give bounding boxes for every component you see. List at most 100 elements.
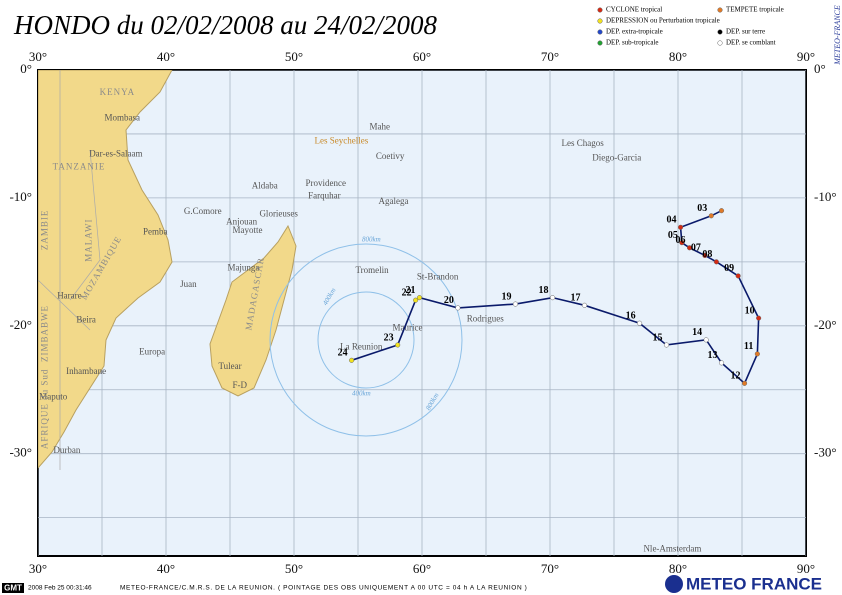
track-point: [455, 305, 461, 311]
track-point: [742, 380, 748, 386]
lat-tick-label: -30°: [814, 445, 837, 460]
day-label: 16: [626, 311, 636, 322]
day-label: 13: [708, 350, 718, 361]
country-label: ZIMBABWE: [40, 305, 50, 362]
place-label: Harare: [57, 290, 81, 300]
lon-tick-label: 40°: [157, 561, 175, 576]
track-point: [708, 213, 714, 219]
track-point: [713, 259, 719, 265]
lat-tick-label: 0°: [814, 61, 826, 76]
brand-logo: [665, 575, 683, 593]
place-label: Providence: [306, 178, 347, 188]
place-label: Les Chagos: [562, 138, 605, 148]
source: METEO-FRANCE/C.M.R.S. DE LA REUNION. ( P…: [120, 585, 527, 592]
legend-swatch: [597, 29, 603, 35]
borders: [38, 70, 101, 470]
madagascar: [209, 224, 297, 397]
place-label: Pemba: [143, 226, 168, 236]
lon-tick-label: 50°: [285, 49, 303, 64]
gmt-logo-box: [2, 583, 24, 593]
day-label: 22: [402, 288, 412, 299]
day-label: 07: [691, 243, 701, 254]
track-point: [512, 301, 518, 307]
circle-800km: [269, 243, 463, 437]
place-label: St-Brandon: [417, 271, 459, 281]
day-label: 10: [745, 305, 755, 316]
land: [38, 70, 297, 470]
place-label: Mahe: [370, 122, 391, 132]
legend-label: TEMPETE tropicale: [726, 6, 784, 14]
place-label: Agalega: [378, 196, 408, 206]
place-label: Tromelin: [355, 265, 389, 275]
place-label: Mombasa: [105, 113, 141, 123]
place-label: Beira: [76, 315, 96, 325]
legend-label: DEP. se comblant: [726, 39, 776, 47]
day-label: 12: [731, 371, 741, 382]
lat-tick-label: -30°: [9, 445, 32, 460]
brand: METEO FRANCE: [686, 574, 822, 593]
circle-400km: [317, 291, 415, 389]
place-label: Tulear: [218, 361, 241, 371]
place-label: Anjouan: [226, 216, 257, 226]
track-point: [395, 342, 401, 348]
day-label: 09: [724, 263, 734, 274]
lon-tick-label: 30°: [29, 561, 47, 576]
legend: CYCLONE tropical TEMPETE tropicale DEPRESS…: [597, 6, 784, 47]
country-label: TANZANIE: [53, 161, 106, 171]
lon-tick-label: 70°: [541, 49, 559, 64]
track-point: [703, 337, 709, 343]
day-label: 06: [676, 235, 686, 246]
place-label: Glorieuses: [259, 209, 298, 219]
lat-tick-label: -10°: [9, 189, 32, 204]
lon-tick-label: 60°: [413, 561, 431, 576]
place-label: Nle-Amsterdam: [643, 544, 701, 554]
lon-tick-label: 70°: [541, 561, 559, 576]
country-label: ZAMBIE: [40, 210, 50, 251]
circle-label: 800km: [362, 236, 381, 244]
day-label: 04: [667, 215, 677, 226]
place-label: G.Comore: [184, 206, 222, 216]
range-circles: [269, 243, 463, 437]
place-label: Farquhar: [308, 191, 341, 201]
track-point: [413, 297, 419, 303]
place-label: F-D: [233, 380, 248, 390]
day-label: 24: [338, 348, 348, 359]
credit: METEO-FRANCE: [833, 5, 842, 66]
day-label: 18: [539, 285, 549, 296]
lon-tick-label: 40°: [157, 49, 175, 64]
legend-swatch: [597, 40, 603, 46]
day-label: 17: [571, 293, 581, 304]
legend-label: DEPRESSION ou Perturbation tropicale: [606, 17, 720, 25]
place-label: Diego-Garcia: [592, 152, 641, 162]
place-label: Inhambane: [66, 366, 106, 376]
legend-swatch: [597, 7, 603, 13]
track-point: [735, 273, 741, 279]
track-point: [582, 302, 588, 308]
place-label: Coetivy: [376, 151, 405, 161]
track-point: [416, 295, 422, 301]
lat-tick-label: -10°: [814, 189, 837, 204]
country-label: MALAWI: [83, 218, 93, 261]
legend-label: DEP. sur terre: [726, 28, 765, 36]
place-label: Majunga: [227, 262, 259, 272]
lon-tick-label: 90°: [797, 561, 815, 576]
place-label: Mayotte: [233, 225, 263, 235]
day-label: 11: [744, 341, 753, 352]
day-label: 23: [384, 332, 394, 343]
place-label: La Reunion: [340, 342, 383, 352]
place-label: Maputo: [39, 391, 67, 401]
place-label: Les Seychelles: [314, 136, 368, 146]
africa: [38, 70, 173, 469]
legend-label: DEP. sub-tropicale: [606, 39, 659, 47]
day-label: 21: [405, 285, 415, 296]
lon-tick-label: 80°: [669, 561, 687, 576]
lat-tick-label: -20°: [814, 317, 837, 332]
lon-tick-label: 90°: [797, 49, 815, 64]
lon-tick-label: 50°: [285, 561, 303, 576]
track-point: [756, 315, 762, 321]
place-label: Juan: [180, 279, 197, 289]
day-label: 05: [668, 230, 678, 241]
circle-label: 400km: [352, 390, 371, 398]
